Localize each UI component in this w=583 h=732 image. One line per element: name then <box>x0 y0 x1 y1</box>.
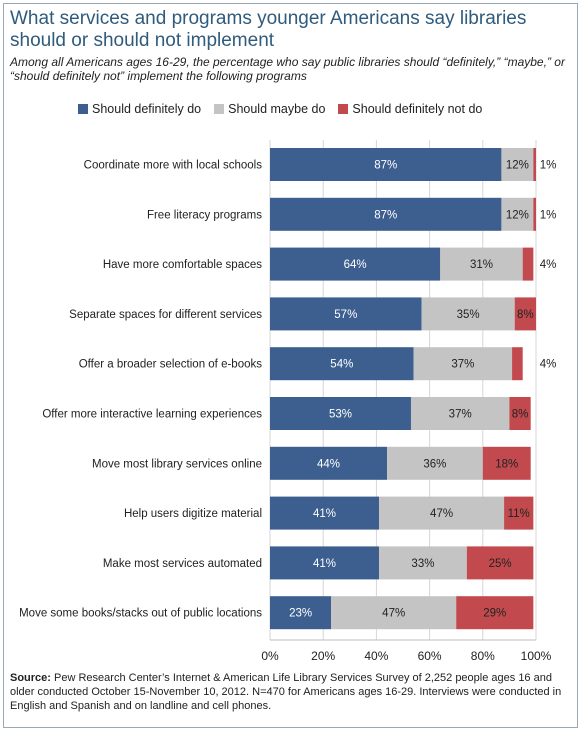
category-label: Free literacy programs <box>147 209 262 221</box>
legend-swatch-maybe <box>214 104 225 114</box>
category-label: Offer more interactive learning experien… <box>42 409 262 421</box>
data-label-definitely: 64% <box>344 259 367 271</box>
legend-swatch-definitely <box>78 104 88 114</box>
data-label-not: 11% <box>508 508 530 520</box>
bar-maybe <box>331 596 457 630</box>
source-note: Source: Pew Research Center’s Internet &… <box>10 671 576 713</box>
data-label-maybe: 37% <box>451 359 474 371</box>
data-label-maybe: 31% <box>470 259 493 271</box>
data-label-maybe: 36% <box>423 458 446 470</box>
bars: Coordinate more with local schools 87% 12%… <box>19 148 557 630</box>
bar-maybe <box>501 148 534 181</box>
category-label: Coordinate more with local schools <box>84 160 263 172</box>
bar-not <box>514 297 536 331</box>
bar-not <box>533 148 536 181</box>
bar-maybe <box>387 446 483 480</box>
bar-not <box>533 197 536 231</box>
stacked-bar-chart: Coordinate more with local schools 87% 12%… <box>19 140 557 663</box>
x-tick-label: 60% <box>418 649 442 663</box>
category-label: Make most services automated <box>103 558 262 570</box>
bar-definitely <box>270 347 414 381</box>
bar-not <box>456 596 534 630</box>
legend-item-maybe: Should maybe do <box>214 102 325 116</box>
category-label: Offer a broader selection of e-books <box>79 359 263 371</box>
bar-definitely <box>270 197 502 231</box>
data-label-maybe: 12% <box>506 209 529 221</box>
data-label-maybe: 35% <box>457 309 480 321</box>
legend-label-not: Should definitely not do <box>352 102 483 116</box>
bar-not <box>466 546 534 580</box>
category-label: Move most library services online <box>92 458 262 470</box>
data-label-definitely: 23% <box>289 608 312 620</box>
bar-definitely <box>270 247 441 281</box>
legend-item-definitely: Should definitely do <box>78 102 201 116</box>
x-tick-label: 40% <box>364 649 388 663</box>
bar-not <box>512 347 523 381</box>
bar-maybe <box>421 297 515 331</box>
bar-maybe <box>379 546 467 580</box>
bar-definitely <box>270 546 380 580</box>
data-label-not: 1% <box>540 160 557 172</box>
legend-label-definitely: Should definitely do <box>92 102 202 116</box>
data-label-maybe: 47% <box>430 508 453 520</box>
data-label-definitely: 41% <box>313 508 336 520</box>
data-label-not: 29% <box>483 608 506 620</box>
x-tick-label: 20% <box>311 649 335 663</box>
data-label-not: 18% <box>495 458 518 470</box>
data-label-not: 8% <box>512 409 529 421</box>
data-label-not: 8% <box>517 309 534 321</box>
data-label-maybe: 47% <box>382 608 405 620</box>
category-label: Have more comfortable spaces <box>103 259 262 271</box>
data-label-definitely: 87% <box>374 209 397 221</box>
data-label-not: 1% <box>540 209 557 221</box>
data-label-maybe: 12% <box>506 160 529 172</box>
x-tick-label: 100% <box>521 649 552 663</box>
bar-maybe <box>379 496 505 530</box>
category-label: Separate spaces for different services <box>69 309 262 321</box>
legend-swatch-not <box>338 104 349 114</box>
data-label-maybe: 37% <box>449 409 472 421</box>
data-label-not: 4% <box>540 259 557 271</box>
source-label: Source: <box>10 672 51 684</box>
x-axis: 0% 20% 40% 60% 80% 100% <box>261 639 552 663</box>
bar-definitely <box>270 397 411 430</box>
chart-subtitle: Among all Americans ages 16-29, the perc… <box>10 55 565 83</box>
data-label-definitely: 53% <box>329 409 352 421</box>
bar-maybe <box>410 397 510 430</box>
chart-title: What services and programs younger Ameri… <box>10 8 527 51</box>
data-label-definitely: 57% <box>334 309 357 321</box>
bar-not <box>504 496 534 530</box>
bar-maybe <box>413 347 513 381</box>
data-label-definitely: 54% <box>330 359 353 371</box>
category-label: Help users digitize material <box>124 508 262 520</box>
source-text: Pew Research Center’s Internet & America… <box>10 672 562 712</box>
data-label-definitely: 87% <box>374 160 397 172</box>
x-tick-label: 80% <box>471 649 495 663</box>
data-label-definitely: 41% <box>313 558 336 570</box>
bar-not <box>482 446 531 480</box>
legend-item-not: Should definitely not do <box>338 102 482 116</box>
legend: Should definitely do Should maybe do Sho… <box>78 102 482 116</box>
bar-maybe <box>501 197 534 231</box>
data-label-maybe: 33% <box>411 558 434 570</box>
bar-not <box>522 247 534 281</box>
legend-label-maybe: Should maybe do <box>228 102 326 116</box>
data-label-not: 25% <box>489 558 512 570</box>
bar-definitely <box>270 297 422 331</box>
x-tick-label: 0% <box>261 649 279 663</box>
bar-definitely <box>270 496 380 530</box>
chart-frame <box>3 3 578 728</box>
bar-definitely <box>270 446 388 480</box>
bar-definitely <box>270 596 332 630</box>
data-label-not: 4% <box>540 359 557 371</box>
data-label-definitely: 44% <box>317 458 340 470</box>
bar-not <box>509 397 531 430</box>
bar-definitely <box>270 148 502 181</box>
category-label: Move some books/stacks out of public loc… <box>19 608 262 620</box>
bar-maybe <box>440 247 523 281</box>
